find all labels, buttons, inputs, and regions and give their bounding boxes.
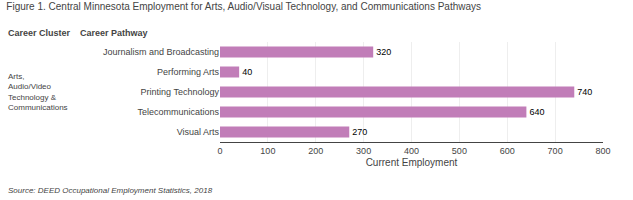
svg-text:320: 320	[376, 47, 391, 57]
svg-text:100: 100	[260, 146, 275, 156]
svg-text:Career Cluster: Career Cluster	[8, 28, 71, 38]
svg-text:Figure 1. Central Minnesota Em: Figure 1. Central Minnesota Employment f…	[6, 1, 481, 12]
svg-text:270: 270	[352, 127, 367, 137]
svg-text:Arts,Audio/VideoTechnology &Co: Arts,Audio/VideoTechnology &Communicatio…	[8, 72, 68, 112]
svg-text:Performing Arts: Performing Arts	[157, 67, 220, 77]
svg-text:200: 200	[308, 146, 323, 156]
svg-text:Journalism and Broadcasting: Journalism and Broadcasting	[103, 47, 219, 57]
svg-text:400: 400	[404, 146, 419, 156]
svg-text:Printing Technology: Printing Technology	[141, 87, 220, 97]
svg-text:Source: DEED Occupational Empl: Source: DEED Occupational Employment Sta…	[8, 186, 213, 195]
svg-text:Career Pathway: Career Pathway	[80, 28, 148, 38]
svg-text:Telecommunications: Telecommunications	[137, 107, 219, 117]
svg-text:300: 300	[356, 146, 371, 156]
svg-text:600: 600	[500, 146, 515, 156]
svg-text:640: 640	[529, 107, 544, 117]
svg-text:Visual Arts: Visual Arts	[177, 127, 220, 137]
svg-text:0: 0	[217, 146, 222, 156]
svg-text:700: 700	[548, 146, 563, 156]
svg-text:40: 40	[242, 67, 252, 77]
svg-text:800: 800	[595, 146, 610, 156]
svg-text:740: 740	[577, 87, 592, 97]
svg-text:500: 500	[452, 146, 467, 156]
svg-text:Current Employment: Current Employment	[366, 157, 458, 168]
